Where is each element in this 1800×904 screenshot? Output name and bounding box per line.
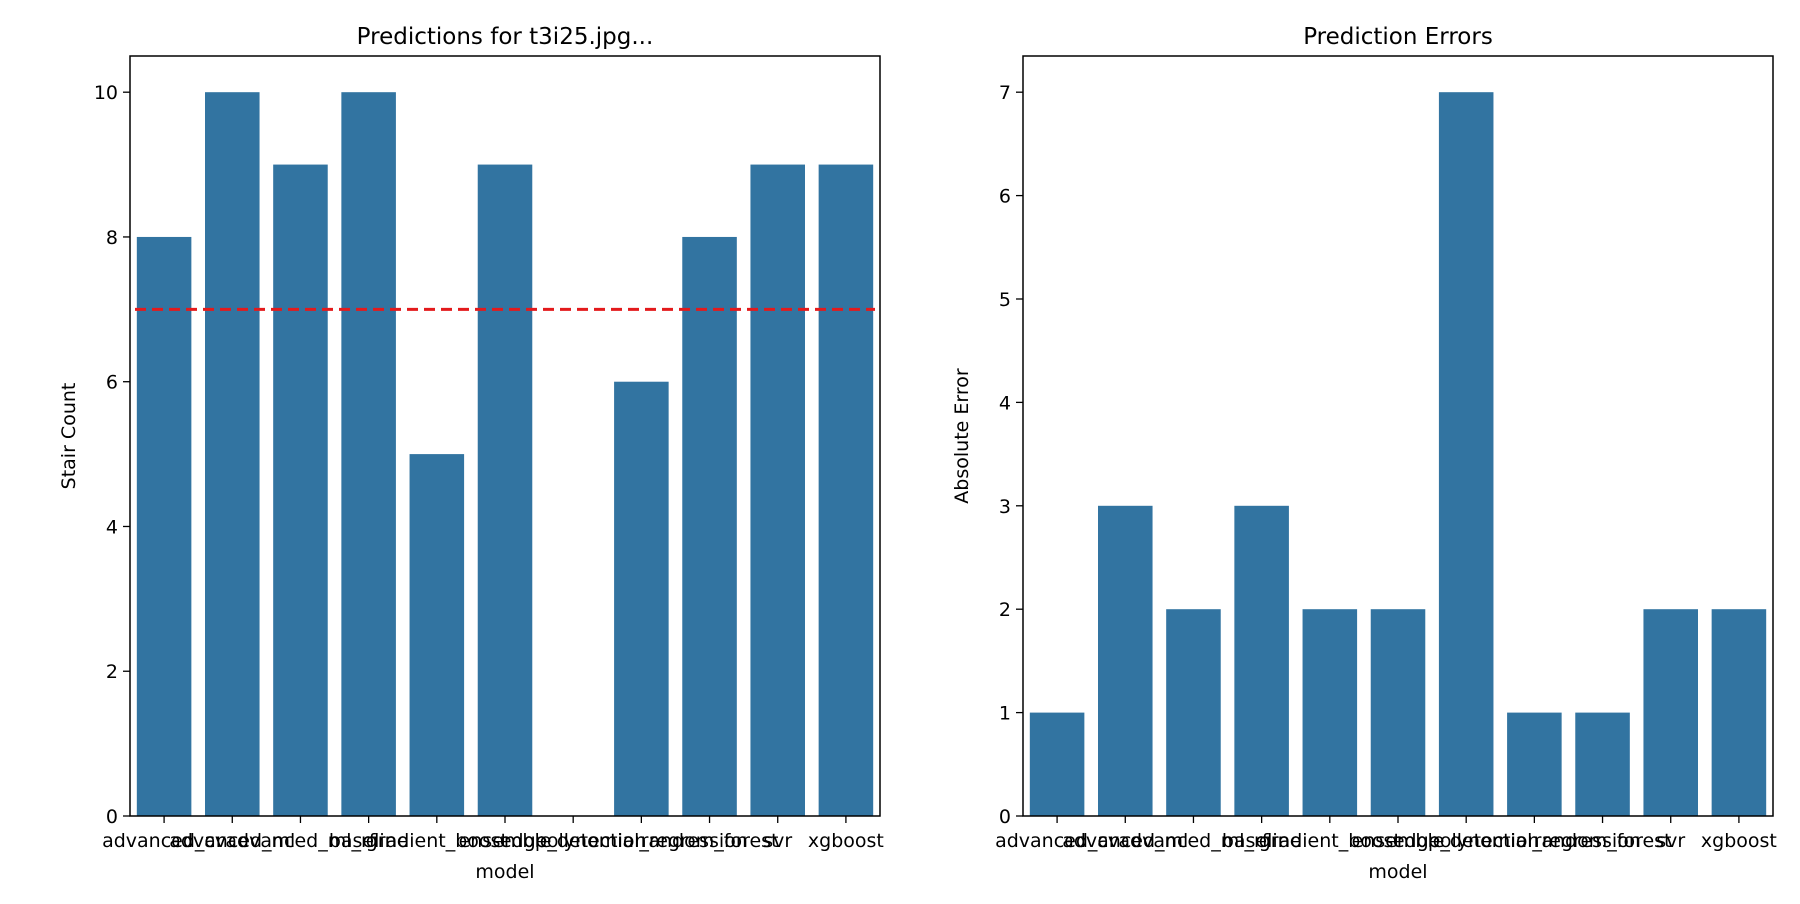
predictions-bar-advanced_ml_rf [273, 164, 328, 816]
errors-bar-random_forest [1575, 712, 1630, 816]
errors-x-tick-label: advanced_ml_rf [1118, 830, 1269, 852]
predictions-x-ticks: advanced_cvadvanced_mladvanced_ml_rfbase… [102, 816, 884, 852]
predictions-x-tick-label: gradient_boost [366, 830, 508, 852]
predictions-panel: 0 2 4 6 8 10 advanced_cvadvanced_mladvanced_m… [58, 24, 884, 883]
errors-bar-baseline [1234, 505, 1289, 816]
errors-bar-polynomial_regression [1507, 712, 1562, 816]
predictions-y-tick-label: 6 [106, 372, 118, 394]
errors-bar-advanced_ml_rf [1166, 609, 1221, 816]
predictions-bar-baseline [341, 92, 396, 816]
errors-bar-advanced_ml [1098, 505, 1153, 816]
predictions-y-tick-label: 8 [106, 227, 118, 249]
errors-bar-edge_detection [1438, 92, 1494, 816]
errors-x-tick-label: polynomial_regression [1428, 830, 1641, 852]
predictions-x-tick-label: advanced_ml [169, 830, 295, 852]
errors-bar-ensemble [1370, 609, 1426, 816]
predictions-x-tick-label: polynomial_regression [535, 830, 748, 852]
errors-y-ticks: 0 1 2 3 4 5 6 7 [999, 82, 1023, 828]
errors-x-tick-label: gradient_boost [1259, 830, 1401, 852]
predictions-bar-advanced_ml [205, 92, 260, 816]
errors-y-tick-label: 1 [999, 703, 1011, 725]
predictions-x-tick-label: xgboost [808, 830, 884, 852]
predictions-bar-ensemble [477, 164, 533, 816]
errors-x-ticks: advanced_cvadvanced_mladvanced_ml_rfbase… [995, 816, 1777, 852]
errors-y-tick-label: 5 [999, 289, 1011, 311]
errors-bar-advanced_cv [1029, 712, 1085, 816]
errors-x-tick-label: random_forest [1534, 830, 1672, 852]
errors-panel: 0 1 2 3 4 5 6 7 advanced_cvadvanced_mladvanced_… [951, 24, 1777, 883]
errors-bars [1029, 92, 1767, 816]
predictions-y-tick-label: 2 [106, 661, 118, 683]
predictions-bar-gradient_boost [409, 454, 465, 816]
errors-bar-svr [1643, 609, 1698, 816]
predictions-y-tick-label: 0 [106, 806, 118, 828]
errors-x-tick-label: advanced_ml [1062, 830, 1188, 852]
errors-x-tick-label: edge_detection [1393, 830, 1540, 852]
predictions-bar-polynomial_regression [614, 381, 669, 816]
errors-x-tick-label: baseline [1222, 830, 1302, 852]
predictions-x-tick-label: advanced_ml_rf [225, 830, 376, 852]
errors-x-tick-label: xgboost [1701, 830, 1777, 852]
errors-x-tick-label: ensemble [1352, 830, 1445, 852]
predictions-bar-xgboost [818, 164, 874, 816]
errors-y-tick-label: 2 [999, 599, 1011, 621]
errors-bar-gradient_boost [1302, 609, 1358, 816]
errors-x-axis-label: model [1368, 861, 1427, 883]
errors-bar-xgboost [1711, 609, 1767, 816]
errors-y-tick-label: 6 [999, 186, 1011, 208]
predictions-x-tick-label: random_forest [641, 830, 779, 852]
errors-y-tick-label: 0 [999, 806, 1011, 828]
predictions-x-tick-label: advanced_cv [102, 830, 226, 852]
predictions-bar-svr [750, 164, 805, 816]
predictions-bar-advanced_cv [136, 236, 192, 816]
errors-chart-title: Prediction Errors [1303, 24, 1493, 50]
errors-x-tick-label: advanced_cv [995, 830, 1119, 852]
predictions-y-ticks: 0 2 4 6 8 10 [94, 82, 130, 828]
predictions-y-axis-label: Stair Count [58, 383, 80, 490]
predictions-x-tick-label: baseline [329, 830, 409, 852]
predictions-bar-random_forest [682, 236, 737, 816]
errors-x-tick-label: svr [1656, 830, 1685, 852]
predictions-x-tick-label: svr [763, 830, 792, 852]
predictions-x-tick-label: ensemble [459, 830, 552, 852]
predictions-chart-title: Predictions for t3i25.jpg... [357, 24, 654, 50]
errors-y-tick-label: 4 [999, 392, 1011, 414]
errors-y-tick-label: 7 [999, 82, 1011, 104]
errors-y-tick-label: 3 [999, 496, 1011, 518]
predictions-y-tick-label: 4 [106, 516, 118, 538]
predictions-bars [136, 92, 874, 816]
predictions-y-tick-label: 10 [94, 82, 118, 104]
errors-y-axis-label: Absolute Error [951, 368, 973, 504]
predictions-x-axis-label: model [475, 861, 534, 883]
predictions-x-tick-label: edge_detection [500, 830, 647, 852]
